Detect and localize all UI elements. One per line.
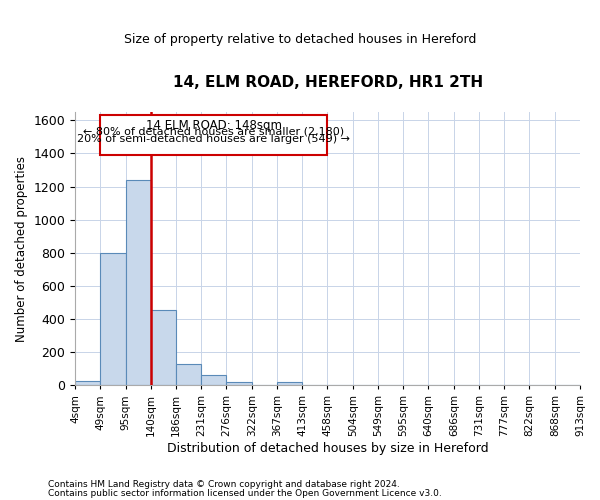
- Bar: [75, 381, 100, 386]
- Bar: [151, 310, 176, 386]
- Text: Contains HM Land Registry data © Crown copyright and database right 2024.: Contains HM Land Registry data © Crown c…: [48, 480, 400, 489]
- Text: 20% of semi-detached houses are larger (549) →: 20% of semi-detached houses are larger (…: [77, 134, 350, 143]
- Bar: [176, 364, 201, 386]
- Text: Contains public sector information licensed under the Open Government Licence v3: Contains public sector information licen…: [48, 488, 442, 498]
- Bar: [226, 382, 252, 386]
- Bar: [100, 253, 125, 386]
- X-axis label: Distribution of detached houses by size in Hereford: Distribution of detached houses by size …: [167, 442, 488, 455]
- Title: 14, ELM ROAD, HEREFORD, HR1 2TH: 14, ELM ROAD, HEREFORD, HR1 2TH: [173, 75, 482, 90]
- Text: ← 80% of detached houses are smaller (2,180): ← 80% of detached houses are smaller (2,…: [83, 126, 344, 136]
- Text: 14 ELM ROAD: 148sqm: 14 ELM ROAD: 148sqm: [146, 119, 282, 132]
- Bar: [277, 382, 302, 386]
- FancyBboxPatch shape: [100, 116, 327, 155]
- Bar: [201, 374, 226, 386]
- Text: Size of property relative to detached houses in Hereford: Size of property relative to detached ho…: [124, 32, 476, 46]
- Y-axis label: Number of detached properties: Number of detached properties: [15, 156, 28, 342]
- Bar: [125, 180, 151, 386]
